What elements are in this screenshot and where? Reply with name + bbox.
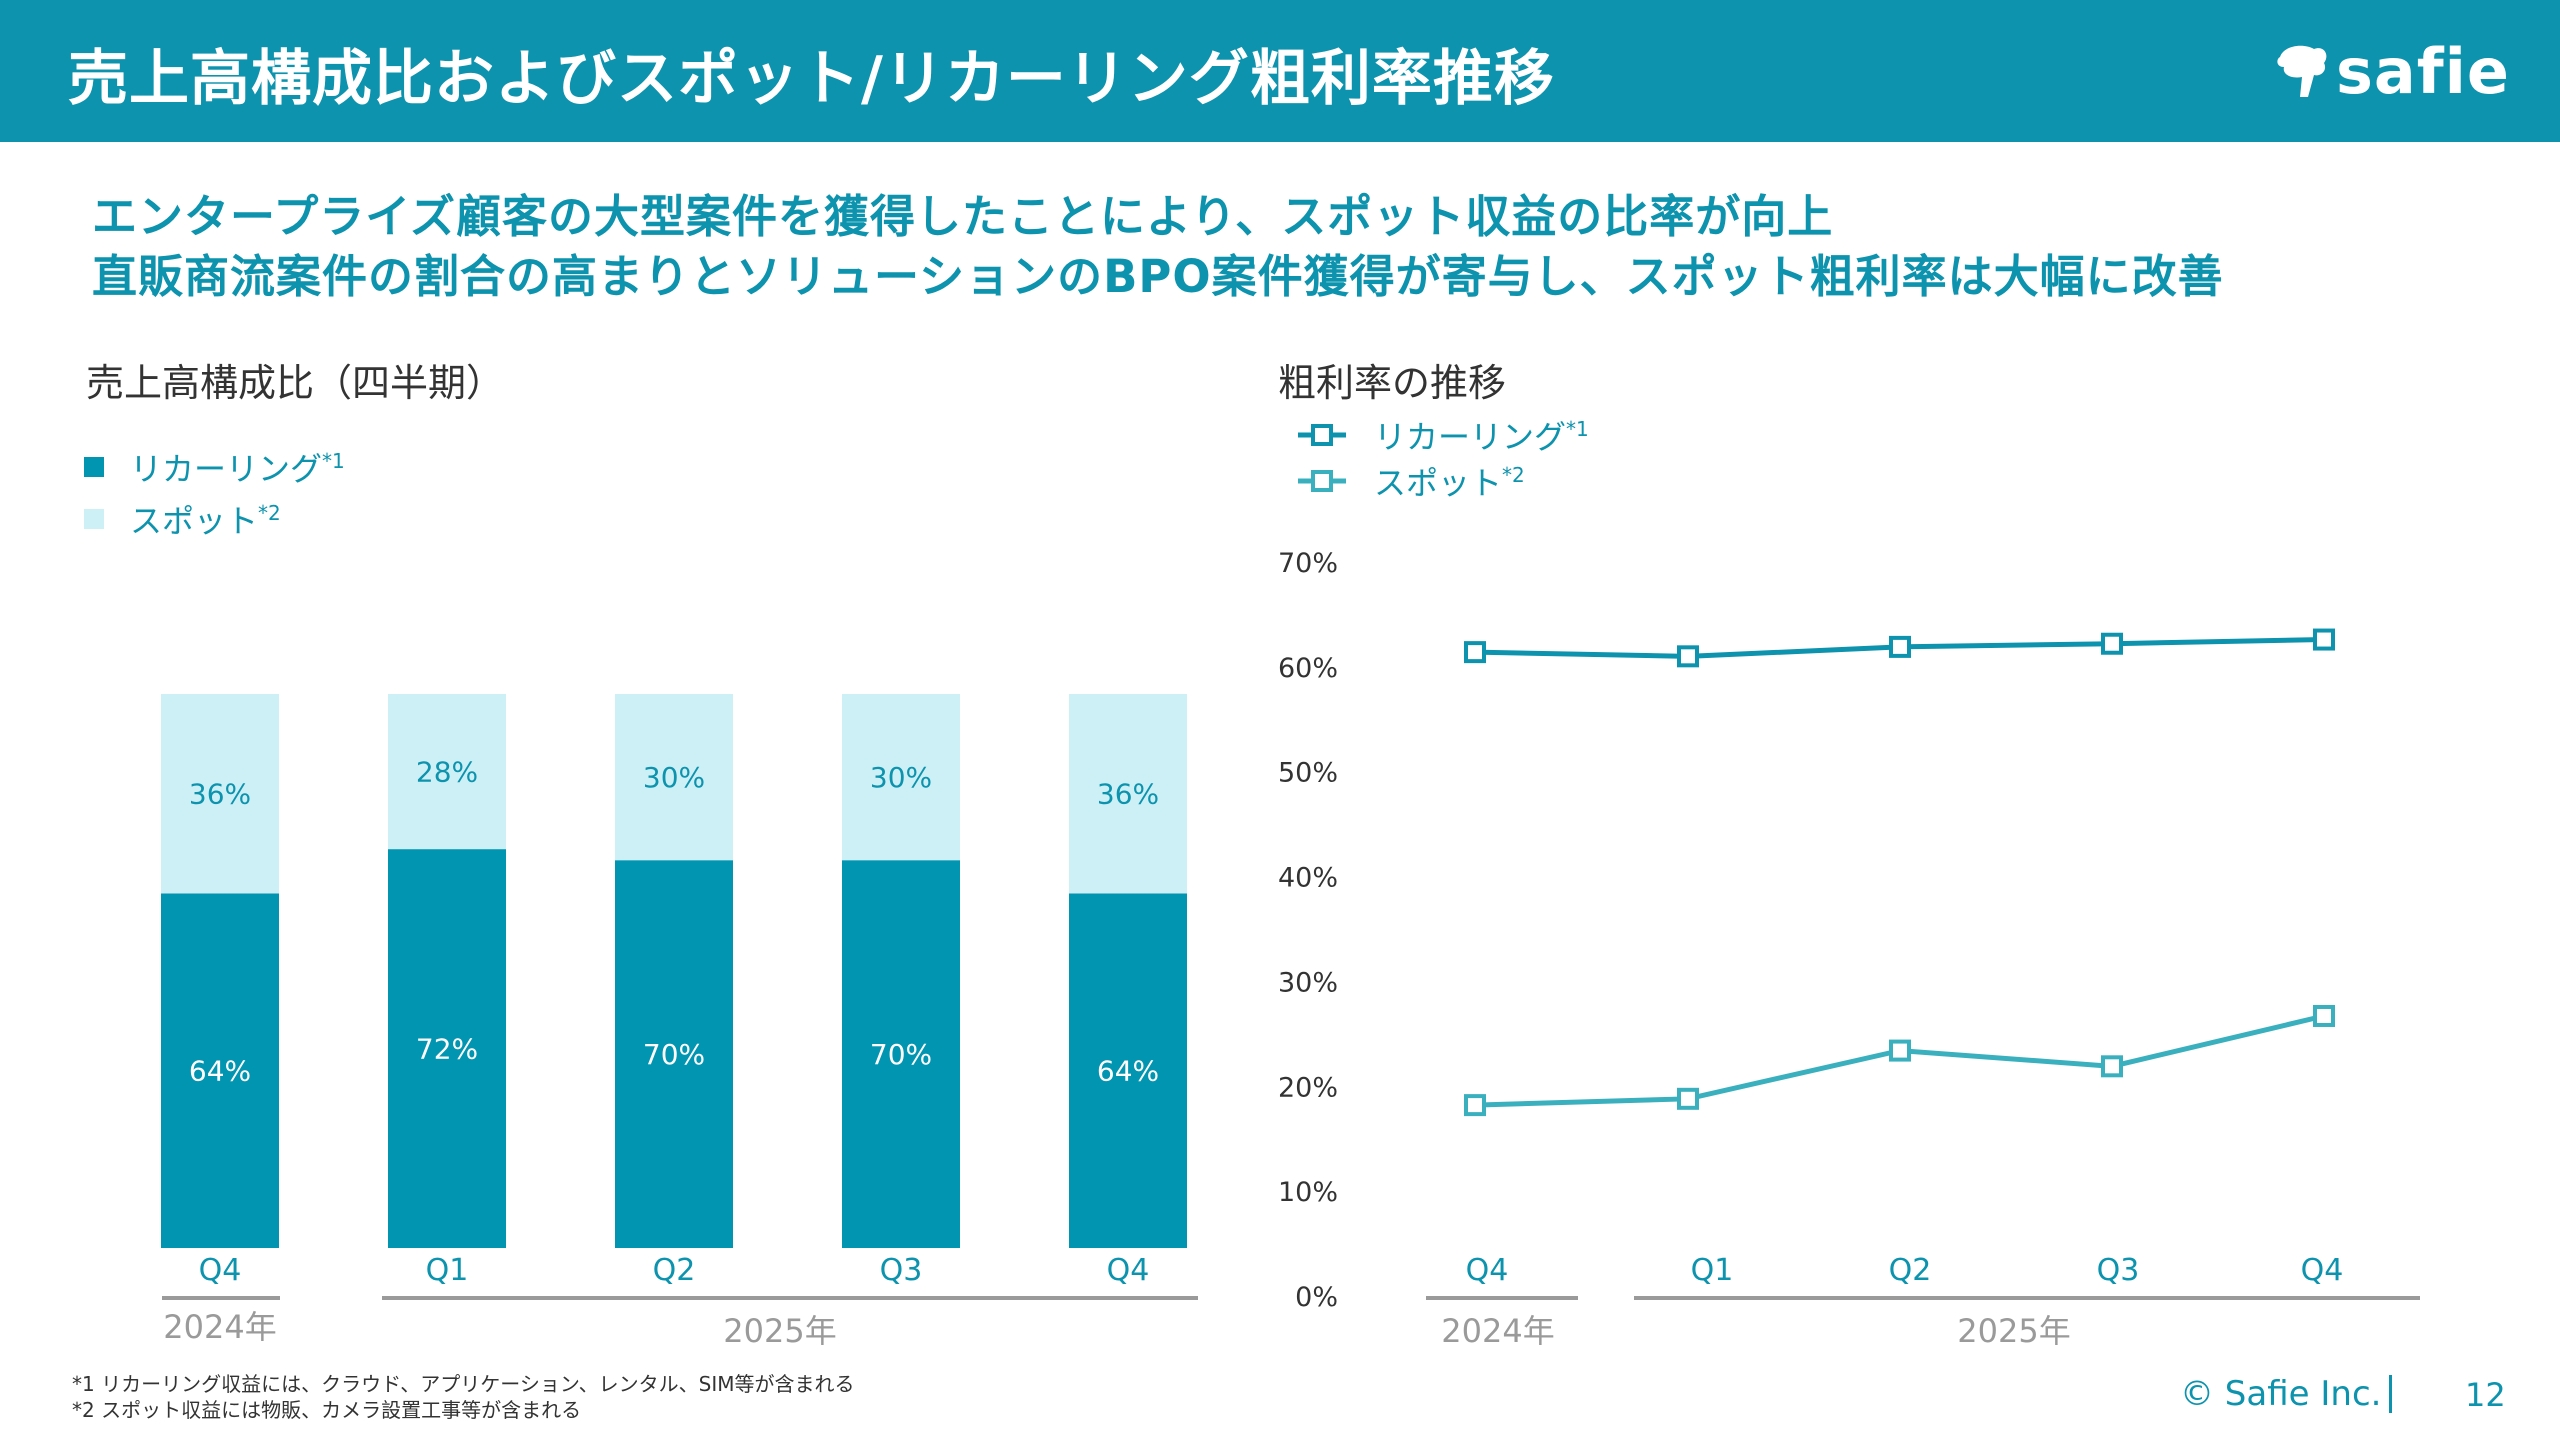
footnote-2: *2 スポット収益には物販、カメラ設置工事等が含まれる [72, 1398, 582, 1422]
y-tick-label: 10% [1278, 1177, 1338, 1208]
x-tick-label: Q2 [1889, 1253, 1932, 1288]
page-number: 12 [2465, 1376, 2506, 1414]
bar-spot [388, 694, 506, 850]
legend-swatch-spot [84, 509, 104, 529]
subtitle-line-1: エンタープライズ顧客の大型案件を獲得したことにより、スポット収益の比率が向上 [92, 190, 1834, 243]
line-spot-point [1464, 1094, 1486, 1117]
bar-label-spot: 30% [870, 761, 932, 794]
legend-marker-recurring [1298, 424, 1346, 446]
legend-sup: *1 [1566, 417, 1589, 441]
logo-text: safie [2335, 34, 2510, 108]
copyright: © Safie Inc. [2180, 1374, 2382, 1414]
y-tick-label: 40% [1278, 863, 1338, 894]
bar-spot [615, 694, 733, 861]
legend-label: スポット [130, 502, 259, 540]
right-section-title: 粗利率の推移 [1278, 361, 1507, 405]
line-recurring-point [2101, 632, 2123, 655]
year-group-label: 2024年 [163, 1308, 276, 1346]
bar-label-recurring: 72% [416, 1033, 478, 1066]
bar-label-recurring: 70% [870, 1038, 932, 1071]
safie-logo-icon [2277, 45, 2327, 97]
year-group-label: 2025年 [723, 1312, 836, 1350]
line-recurring-point [2313, 628, 2335, 651]
line-recurring-point [1889, 635, 1911, 658]
footer-separator [2389, 1375, 2392, 1413]
y-tick-label: 50% [1278, 758, 1338, 789]
legend-marker-spot [1298, 470, 1346, 492]
bar-recurring [615, 860, 733, 1248]
bar-spot [1069, 694, 1187, 894]
legend-label: リカーリング [1374, 418, 1567, 456]
left-section-title: 売上高構成比（四半期） [86, 361, 505, 405]
line-recurring-point [1677, 645, 1699, 668]
y-tick-label: 70% [1278, 548, 1338, 579]
bar-recurring [161, 893, 279, 1248]
bar-label-spot: 30% [643, 761, 705, 794]
footnote-1: *1 リカーリング収益には、クラウド、アプリケーション、レンタル、SIM等が含ま… [72, 1372, 855, 1396]
bar-label-recurring: 70% [643, 1038, 705, 1071]
x-tick-label: Q4 [2301, 1253, 2344, 1288]
legend-sup: *2 [258, 501, 281, 525]
line-spot-point [1889, 1039, 1911, 1062]
x-tick-label: Q2 [653, 1253, 696, 1288]
legend-label: リカーリング [130, 450, 323, 488]
y-tick-label: 20% [1278, 1072, 1338, 1103]
x-tick-label: Q1 [1691, 1253, 1734, 1288]
line-spot-point [2101, 1055, 2123, 1078]
x-tick-label: Q3 [880, 1253, 923, 1288]
bar-label-spot: 36% [1097, 778, 1159, 811]
x-tick-label: Q4 [1466, 1253, 1509, 1288]
year-group-label: 2025年 [1957, 1312, 2070, 1350]
bar-recurring [1069, 893, 1187, 1248]
x-tick-label: Q4 [1107, 1253, 1150, 1288]
y-tick-label: 30% [1278, 967, 1338, 998]
line-recurring-point [1464, 641, 1486, 664]
page-title: 売上高構成比およびスポット/リカーリング粗利率推移 [68, 44, 1555, 114]
line-spot-point [1677, 1087, 1699, 1110]
bar-label-spot: 28% [416, 756, 478, 789]
legend-label: スポット [1374, 464, 1503, 502]
left-legend-recurring: リカーリング *1 [84, 444, 345, 490]
left-legend-spot: スポット *2 [84, 496, 281, 542]
right-legend-spot: スポット *2 [1298, 458, 1525, 504]
y-tick-label: 60% [1278, 653, 1338, 684]
bar-recurring [842, 860, 960, 1248]
safie-logo: safie [2274, 34, 2510, 108]
legend-sup: *1 [322, 449, 345, 473]
bar-label-spot: 36% [189, 778, 251, 811]
header-bar: 売上高構成比およびスポット/リカーリング粗利率推移 safie [0, 0, 2560, 142]
bar-spot [842, 694, 960, 861]
legend-sup: *2 [1502, 463, 1525, 487]
line-spot-point [2313, 1004, 2335, 1027]
bar-recurring [388, 849, 506, 1248]
bar-label-recurring: 64% [189, 1055, 251, 1088]
legend-swatch-recurring [84, 457, 104, 477]
bar-spot [161, 694, 279, 894]
x-tick-label: Q4 [199, 1253, 242, 1288]
bar-label-recurring: 64% [1097, 1055, 1159, 1088]
x-tick-label: Q1 [426, 1253, 469, 1288]
y-tick-label: 0% [1295, 1282, 1338, 1313]
year-group-label: 2024年 [1441, 1312, 1554, 1350]
x-tick-label: Q3 [2097, 1253, 2140, 1288]
right-legend-recurring: リカーリング *1 [1298, 412, 1589, 458]
subtitle-line-2: 直販商流案件の割合の高まりとソリューションのBPO案件獲得が寄与し、スポット粗利… [92, 250, 2224, 303]
